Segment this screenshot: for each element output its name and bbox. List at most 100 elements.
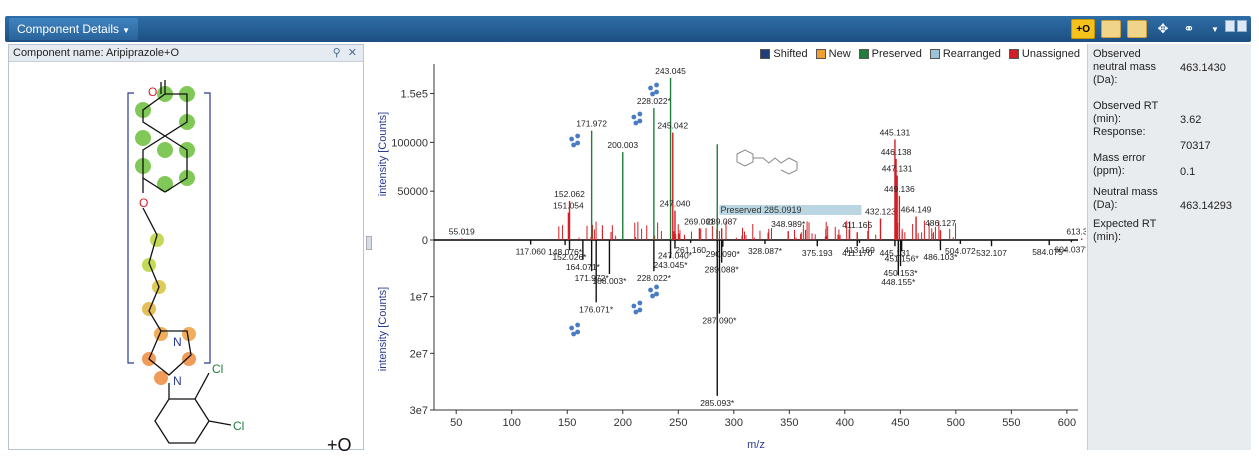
legend-item-new[interactable]: New <box>816 48 851 60</box>
property-value: 463.1430 <box>1180 62 1226 74</box>
x-axis-label: m/z <box>747 439 765 450</box>
property-label: Observed neutral mass (Da): <box>1093 48 1175 87</box>
property-label: Response: <box>1093 126 1175 139</box>
bottom-peak-label: 413.169 <box>844 245 875 255</box>
y-tick-label: 50000 <box>397 186 428 198</box>
bottom-peak-label: 285.093* <box>700 398 735 408</box>
y-axis-label-bottom: intensity [Counts] <box>377 287 389 371</box>
minimize-button[interactable] <box>1225 20 1235 32</box>
fragment-dot <box>631 115 636 120</box>
bottom-peak-label: 448.155* <box>881 277 916 287</box>
mirror-spectrum-panel: Shifted New Preserved Rearranged Unassigned … <box>372 44 1086 450</box>
grid-view-icon[interactable] <box>1101 20 1121 38</box>
atom-n1: N <box>173 335 182 349</box>
property-label: Neutral mass (Da): <box>1093 186 1175 212</box>
fragment-structure-sketch <box>737 150 797 174</box>
fragment-icon[interactable] <box>648 285 659 299</box>
property-value: 70317 <box>1180 140 1211 152</box>
top-peak-label: 245.042 <box>657 121 688 131</box>
top-peak-label: 171.972 <box>576 119 607 129</box>
link-icon[interactable]: ⚭ <box>1179 19 1199 39</box>
bottom-peak-label: 604.037* <box>1054 244 1086 254</box>
options-dropdown-icon[interactable]: ▼ <box>1205 19 1225 39</box>
toolbar: +O ✥ ⚭ ▼ <box>1071 19 1225 39</box>
fragment-icon[interactable] <box>569 134 580 148</box>
y-tick-label: 2e7 <box>410 348 428 360</box>
property-label: Observed RT (min): <box>1093 100 1175 126</box>
fragment-dot <box>654 285 659 290</box>
fragment-icon[interactable] <box>569 323 580 337</box>
top-peak-label: 446.138 <box>881 147 912 157</box>
atom-cl1: Cl <box>212 362 223 376</box>
legend-item-unassigned[interactable]: Unassigned <box>1009 48 1080 60</box>
property-label: Expected RT (min): <box>1093 218 1175 244</box>
bottom-peak-label: 289.088* <box>705 265 740 275</box>
x-tick-label: 150 <box>558 417 576 429</box>
legend-swatch <box>859 49 869 59</box>
x-tick-label: 200 <box>614 417 632 429</box>
atom-o-ether: O <box>139 196 148 210</box>
fragment-dot <box>654 83 659 88</box>
plus-o-button[interactable]: +O <box>1071 19 1095 39</box>
legend-label: Unassigned <box>1022 48 1080 60</box>
table-view-icon[interactable] <box>1127 20 1147 38</box>
spectrum-legend: Shifted New Preserved Rearranged Unassigned <box>760 48 1080 60</box>
y-tick-label: 3e7 <box>410 405 428 417</box>
legend-item-shifted[interactable]: Shifted <box>760 48 807 60</box>
fragment-icon[interactable] <box>648 83 659 97</box>
x-tick-label: 250 <box>669 417 687 429</box>
bottom-peak-label: 532.107 <box>976 248 1007 258</box>
molecule-structure: O O N N Cl Cl +O <box>9 63 365 451</box>
bottom-peak-label: 328.087* <box>748 246 783 256</box>
top-peak-label: 486.127 <box>925 218 956 228</box>
maximize-button[interactable] <box>1237 20 1247 32</box>
top-peak-label: 151.054 <box>553 201 584 211</box>
bottom-peak-label: 375.193 <box>802 248 833 258</box>
y-tick-label: 100000 <box>391 137 428 149</box>
structure-panel: Component name: Aripiprazole+O ⚲ ✕ <box>8 44 364 450</box>
legend-swatch <box>816 49 826 59</box>
fragment-dot <box>637 112 642 117</box>
bottom-peak-label: 164.071* <box>566 262 601 272</box>
component-details-menu[interactable]: Component Details ▼ <box>9 18 138 40</box>
property-value: 3.62 <box>1180 114 1201 126</box>
atom-n2: N <box>173 374 182 388</box>
bottom-peak-label: 117.060 <box>516 247 546 257</box>
top-peak-label: 247.040 <box>660 199 691 209</box>
window-titlebar: Component Details ▼ +O ✥ ⚭ ▼ <box>5 16 1251 42</box>
top-peak-label: 55.019 <box>449 227 475 237</box>
bottom-peak-label: 188.003* <box>592 276 627 286</box>
modification-label: +O <box>327 435 352 451</box>
top-peak-label: 445.131 <box>880 127 911 137</box>
legend-swatch <box>1009 49 1019 59</box>
fragment-dot <box>633 121 638 126</box>
bottom-peak-label: 261.160 <box>675 245 706 255</box>
fragment-dot <box>650 92 655 97</box>
pin-icon[interactable]: ⚲ <box>333 47 341 59</box>
legend-swatch <box>760 49 770 59</box>
fragment-icon[interactable] <box>631 301 642 315</box>
legend-label: Rearranged <box>943 48 1001 60</box>
move-icon[interactable]: ✥ <box>1153 19 1173 39</box>
mirror-spectrum-chart: 0500001000001.5e51e72e73e750 100 150 200 250… <box>372 44 1086 450</box>
window-title: Component Details <box>17 22 119 36</box>
preserved-highlight-label: Preserved 285.0919 <box>720 205 801 215</box>
bottom-peak-label: 228.022* <box>637 273 672 283</box>
fragment-dot <box>631 304 636 309</box>
component-name-label: Component name: Aripiprazole+O <box>13 47 179 59</box>
x-tick-label: 450 <box>891 417 909 429</box>
y-axis-label-top: intensity [Counts] <box>377 112 389 196</box>
legend-swatch <box>930 49 940 59</box>
legend-item-rearranged[interactable]: Rearranged <box>930 48 1001 60</box>
fragment-dot <box>575 323 580 328</box>
x-tick-label: 50 <box>450 417 462 429</box>
top-peak-label: 432.123 <box>865 207 896 217</box>
close-icon[interactable]: ✕ <box>348 47 357 59</box>
y-tick-label: 1e7 <box>410 292 428 304</box>
bottom-peak-label: 176.071* <box>579 304 614 314</box>
fragment-icon[interactable] <box>631 112 642 126</box>
fragment-dot <box>637 301 642 306</box>
legend-item-preserved[interactable]: Preserved <box>859 48 922 60</box>
bottom-peak-label: 287.090* <box>702 316 737 326</box>
top-peak-label: 200.003 <box>607 140 638 150</box>
